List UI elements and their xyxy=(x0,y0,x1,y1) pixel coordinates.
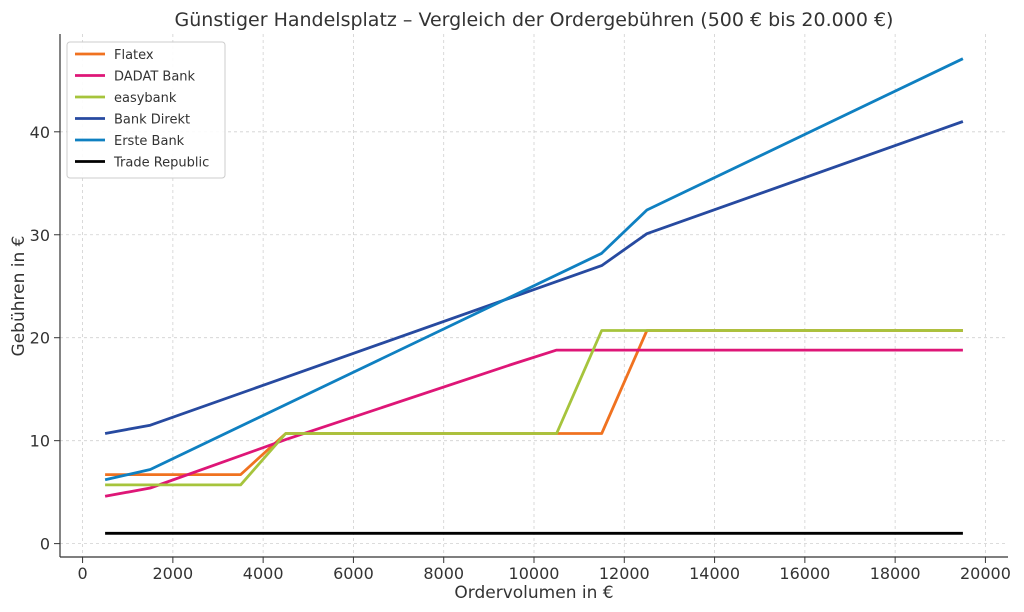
x-tick-label: 0 xyxy=(77,564,87,583)
y-ticks: 0 10 20 30 40 xyxy=(30,123,60,554)
series-line-4 xyxy=(104,57,964,482)
x-tick-label: 6000 xyxy=(333,564,374,583)
x-tick-label: 14000 xyxy=(689,564,740,583)
series-line-3 xyxy=(104,120,964,435)
legend-label-1: DADAT Bank xyxy=(114,70,196,85)
series-layer xyxy=(104,57,964,535)
y-tick-label: 10 xyxy=(30,432,50,451)
x-axis-label: Ordervolumen in € xyxy=(454,583,613,603)
x-tick-label: 20000 xyxy=(960,564,1011,583)
x-tick-label: 10000 xyxy=(509,564,560,583)
legend-label-5: Trade Republic xyxy=(113,156,209,171)
series-line-2 xyxy=(105,329,963,487)
x-ticks: 0 2000 4000 6000 8000 10000 12000 14000 16000 180… xyxy=(77,557,1011,583)
series-line-1 xyxy=(104,348,963,498)
y-tick-label: 30 xyxy=(30,226,50,245)
legend-label-0: Flatex xyxy=(114,48,154,63)
x-tick-label: 16000 xyxy=(779,564,830,583)
legend-box xyxy=(66,41,226,179)
y-tick-label: 0 xyxy=(40,535,50,554)
x-tick-label: 18000 xyxy=(870,564,921,583)
x-tick-label: 2000 xyxy=(152,564,193,583)
y-tick-label: 20 xyxy=(30,329,50,348)
legend-label-2: easybank xyxy=(114,91,177,106)
grid xyxy=(60,34,1008,557)
y-tick-label: 40 xyxy=(30,123,50,142)
legend-label-4: Erste Bank xyxy=(114,134,185,149)
legend: Flatex DADAT Bank easybank Bank Direkt Erste… xyxy=(66,41,226,179)
x-tick-label: 8000 xyxy=(423,564,464,583)
x-tick-label: 4000 xyxy=(243,564,284,583)
chart-title: Günstiger Handelsplatz – Vergleich der O… xyxy=(175,9,894,31)
legend-label-3: Bank Direkt xyxy=(114,113,190,128)
y-axis-label: Gebühren in € xyxy=(9,236,29,357)
x-tick-label: 12000 xyxy=(599,564,650,583)
